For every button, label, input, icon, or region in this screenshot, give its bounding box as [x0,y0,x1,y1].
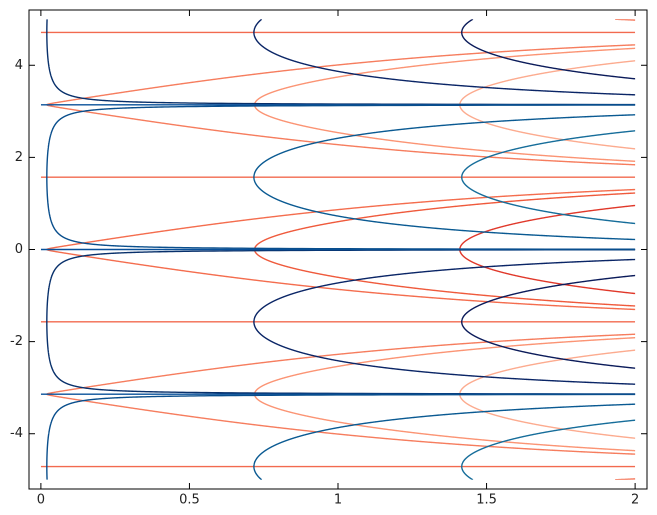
plot-area [40,19,636,480]
x-tick-label: 1 [334,493,342,508]
x-tick-label: 0.5 [179,493,200,508]
y-tick-label: 4 [15,58,23,73]
contour-line [46,104,636,480]
x-tick-label: 2 [631,493,639,508]
contour-line [46,19,636,395]
y-tick-label: 0 [15,242,23,257]
y-tick-label: -4 [10,426,23,441]
x-tick-label: 1.5 [476,493,497,508]
y-tick-label: 2 [15,150,23,165]
contour-line [253,19,636,385]
contour-line [253,114,636,480]
contour-line [461,19,636,369]
x-tick-label: 0 [37,493,45,508]
contour-line [40,31,636,468]
y-tick-label: -2 [10,334,23,349]
contour-line [461,130,636,480]
